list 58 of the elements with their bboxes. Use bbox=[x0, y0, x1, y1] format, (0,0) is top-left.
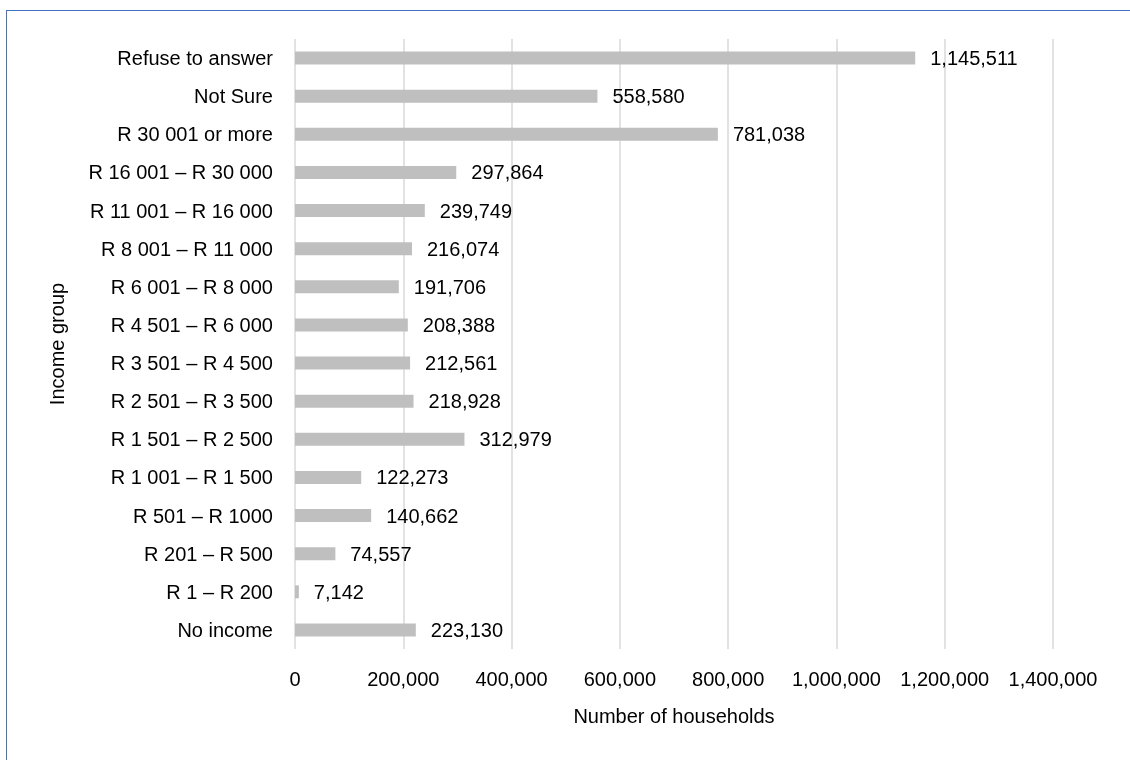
x-tick-label: 600,000 bbox=[583, 668, 657, 690]
data-label: 223,130 bbox=[430, 618, 504, 641]
data-label: 1,145,511 bbox=[930, 47, 1018, 70]
x-tick-label: 1,000,000 bbox=[791, 668, 881, 690]
bar bbox=[295, 547, 336, 561]
bar bbox=[295, 89, 598, 103]
x-tick-label: 800,000 bbox=[691, 668, 765, 690]
data-label: 239,749 bbox=[439, 199, 513, 222]
data-label: 212,561 bbox=[425, 352, 498, 375]
bar bbox=[295, 356, 411, 370]
x-tick-label: 0 bbox=[289, 668, 301, 690]
x-tick-label: 400,000 bbox=[475, 668, 548, 690]
y-axis-title: Income group bbox=[46, 282, 68, 406]
y-tick-label: R 3 501 – R 4 500 bbox=[110, 352, 273, 375]
y-tick-label: Not Sure bbox=[194, 85, 273, 108]
y-tick-label: R 6 001 – R 8 000 bbox=[110, 275, 273, 298]
bar bbox=[295, 623, 416, 637]
y-tick-label: R 501 – R 1000 bbox=[132, 504, 273, 527]
data-label: 140,662 bbox=[386, 504, 459, 527]
y-tick-label: R 1 001 – R 1 500 bbox=[110, 466, 273, 489]
data-label: 312,979 bbox=[479, 428, 552, 451]
y-tick-label: R 4 501 – R 6 000 bbox=[110, 313, 273, 336]
x-tick-label: 200,000 bbox=[367, 668, 440, 690]
bar bbox=[295, 280, 399, 294]
y-tick-label: No income bbox=[177, 618, 273, 641]
bar bbox=[295, 242, 412, 256]
data-label: 74,557 bbox=[350, 542, 412, 565]
y-tick-label: R 16 001 – R 30 000 bbox=[88, 161, 273, 184]
data-label: 216,074 bbox=[426, 237, 500, 260]
data-label: 297,864 bbox=[471, 161, 544, 184]
bar bbox=[295, 432, 465, 446]
y-tick-label: R 11 001 – R 16 000 bbox=[89, 199, 273, 222]
bar bbox=[295, 318, 408, 332]
y-tick-label: R 1 501 – R 2 500 bbox=[110, 428, 273, 451]
data-label: 191,706 bbox=[413, 275, 487, 298]
y-tick-label: R 1 – R 200 bbox=[166, 580, 273, 603]
bar bbox=[295, 394, 414, 408]
x-axis-title: Number of households bbox=[573, 705, 775, 727]
y-tick-label: R 201 – R 500 bbox=[144, 542, 273, 565]
data-label: 122,273 bbox=[376, 466, 449, 489]
data-label: 218,928 bbox=[428, 390, 501, 413]
data-label: 208,388 bbox=[422, 313, 496, 336]
y-tick-label: R 30 001 or more bbox=[117, 123, 273, 146]
y-tick-label: R 2 501 – R 3 500 bbox=[110, 390, 273, 413]
data-label: 781,038 bbox=[732, 123, 806, 146]
x-tick-label: 1,400,000 bbox=[1008, 668, 1098, 690]
bar bbox=[295, 509, 372, 523]
bar bbox=[295, 51, 916, 65]
data-label: 7,142 bbox=[313, 580, 364, 603]
bar bbox=[295, 470, 362, 484]
y-tick-label: R 8 001 – R 11 000 bbox=[101, 237, 273, 260]
bar bbox=[295, 127, 718, 141]
data-label: 558,580 bbox=[612, 85, 685, 108]
y-tick-label: Refuse to answer bbox=[117, 47, 274, 70]
x-tick-label: 1,200,000 bbox=[900, 668, 990, 690]
bar bbox=[295, 585, 299, 599]
bar bbox=[295, 165, 457, 179]
bar bbox=[295, 204, 425, 218]
